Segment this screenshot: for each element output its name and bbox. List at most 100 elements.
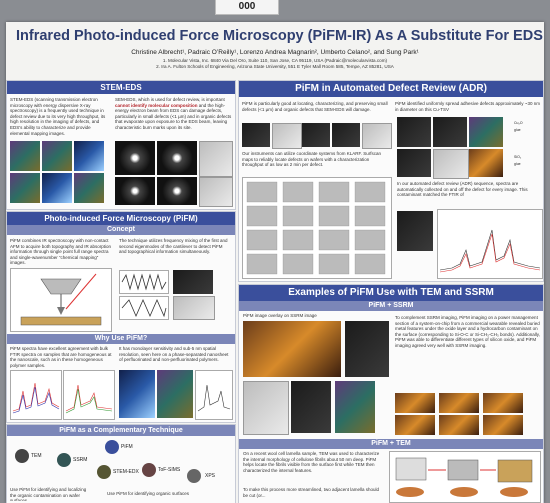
why-text-2: It has monolayer sensitivity and sub-5 n… — [119, 346, 229, 363]
eds-map-4 — [10, 173, 40, 203]
pifm-schematic — [10, 268, 112, 332]
tem-text-2: To make this process more streamlined, t… — [243, 487, 380, 498]
tof-sims-node-icon — [142, 463, 156, 477]
tof-sims-node-label: ToF-SIMS — [158, 467, 181, 473]
concept-header: Concept — [7, 225, 235, 235]
nanosheet-pifm-image — [157, 370, 193, 418]
stem-edx-node-icon — [97, 465, 111, 479]
ssrm-text: To complement SSRM imaging, PiFM imaging… — [395, 315, 540, 348]
adr-text-4: In our automated defect review (ADR) seq… — [397, 181, 528, 198]
pifm-node-icon — [105, 440, 119, 454]
xps-node-label: XPS — [205, 473, 216, 479]
adr-header: PiFM in Automated Defect Review (ADR) — [239, 81, 543, 97]
burn-mark-image-3 — [199, 141, 233, 177]
wafer-map-grid — [242, 177, 392, 279]
eds-map-6 — [74, 173, 104, 203]
eds-map-5 — [42, 173, 72, 203]
burn-mark-image-2 — [157, 141, 197, 175]
adr-defect-image-1 — [242, 123, 270, 147]
why-header: Why Use PiFM? — [7, 334, 235, 344]
pifm-wavenumber-image-2 — [439, 393, 479, 413]
poster-authors: Christine Albrecht¹, Padraic O’Reilly¹, … — [131, 49, 419, 56]
pifm-wavenumber-image-6 — [483, 415, 523, 435]
pifm-image — [173, 270, 213, 294]
adr-defect-image-2 — [272, 123, 302, 149]
pifm-header: Photo-induced Force Microscopy (PiFM) — [7, 212, 235, 225]
tem-text: On a recent wool cell lamella sample, TE… — [243, 451, 380, 473]
poster-title: Infrared Photo-induced Force Microscopy … — [16, 28, 543, 44]
cu-tsv-image-4 — [397, 149, 431, 177]
ssrm-caption: PiFM image overlay on SSRM image — [243, 313, 317, 318]
legend-cu2o: Cu₂O — [514, 121, 523, 125]
pifm-wavenumber-image-5 — [439, 415, 479, 435]
examples-header: Examples of PiFM Use with TEM and SSRM — [239, 285, 543, 301]
board-number-tag: 000 — [215, 0, 279, 15]
complementary-footer-left: Use PiFM for identifying and localizing … — [10, 487, 87, 501]
pifm-wavenumber-image-1 — [395, 393, 435, 413]
topography-image — [173, 296, 215, 320]
legend-glue-1: glue — [514, 128, 521, 132]
stem-eds-text-right-bold: cannot identify molecular composition — [115, 102, 198, 108]
concept-text: PiFM combines IR spectroscopy with non-c… — [10, 238, 112, 266]
pifm-panel: Photo-induced Force Microscopy (PiFM) Co… — [6, 211, 236, 423]
adr-spectrum-chart — [437, 209, 543, 279]
adr-defect-image-4 — [332, 123, 360, 147]
burn-mark-image-5 — [157, 177, 197, 205]
stem-edx-node-label: STEM-EDX — [113, 469, 139, 475]
affiliation-2: 2. Ira A. Fulton Schools of Engineering,… — [156, 64, 394, 69]
eds-map-2 — [42, 141, 72, 171]
stem-eds-text-right-post: and the high-energy electron beam from E… — [115, 102, 232, 130]
burn-mark-image-6 — [199, 177, 233, 207]
pifm-wavenumber-image-3 — [483, 393, 523, 413]
ftir-comparison-chart-1 — [10, 370, 62, 420]
pifm-wavenumber-image-4 — [395, 415, 435, 435]
ftir-comparison-chart-2 — [63, 370, 115, 420]
adr-text-1: PiFM is particularly good at locating, c… — [242, 101, 388, 112]
concept-text-2: The technique utilizes frequency mixing … — [119, 238, 228, 255]
complementary-panel: PiFM as a Complementary Technique TEM SS… — [6, 424, 236, 503]
cu-tsv-image-3 — [469, 117, 503, 147]
right-column: PiFM in Automated Defect Review (ADR) Pi… — [238, 80, 544, 503]
adr-panel: PiFM in Automated Defect Review (ADR) Pi… — [238, 80, 544, 282]
eigenmode-wave-2 — [119, 296, 169, 320]
nanosheet-image — [119, 370, 155, 418]
complementary-header: PiFM as a Complementary Technique — [7, 425, 235, 436]
eigenmode-wave-1 — [119, 270, 169, 294]
left-column: STEM-EDS STEM-EDS (scanning transmission… — [6, 80, 236, 503]
lamella-diagram — [389, 451, 541, 503]
ssrm-image — [345, 321, 389, 377]
tem-node-label: TEM — [31, 453, 42, 459]
ssrm-node-label: SSRM — [73, 457, 88, 463]
pifm-node-label: PiFM — [121, 444, 133, 450]
stem-eds-text-right: SEM-EDS, which is used for defect review… — [115, 97, 233, 137]
cu-tsv-image-1 — [397, 117, 431, 147]
ssrm-detail-image-1 — [243, 381, 289, 435]
complementary-footer-right: Use PiFM for identifying organic surface… — [107, 491, 190, 496]
adr-text-3: Our instruments can utilize coordinate s… — [242, 151, 382, 168]
ssrm-overlay-image — [243, 321, 341, 377]
affiliation-1: 1. Molecular Vista, Inc. 6840 Via Del Or… — [162, 58, 388, 63]
legend-glue-2: glue — [514, 162, 521, 166]
cu-tsv-image-6 — [469, 149, 503, 177]
poster-affiliations: 1. Molecular Vista, Inc. 6840 Via Del Or… — [16, 58, 534, 70]
poster: Infrared Photo-induced Force Microscopy … — [6, 22, 544, 503]
adr-spectra-image — [397, 211, 433, 251]
tem-header: PiFM + TEM — [239, 439, 543, 449]
tem-node-icon — [15, 449, 29, 463]
ssrm-detail-image-2 — [291, 381, 331, 433]
adr-defect-image-3 — [302, 123, 330, 147]
ssrm-node-icon — [57, 453, 71, 467]
adr-text-2: PiFM identified uniformly spread adhesiv… — [395, 101, 540, 112]
cu-tsv-image-2 — [433, 117, 467, 147]
examples-panel: Examples of PiFM Use with TEM and SSRM P… — [238, 284, 544, 503]
adr-defect-image-5 — [362, 123, 392, 149]
legend-sio2: SiO₂ — [514, 155, 522, 159]
eds-map-3 — [74, 141, 104, 171]
ssrm-detail-image-3 — [335, 381, 375, 433]
nanosheet-spectra — [195, 370, 233, 420]
ssrm-header: PiFM + SSRM — [239, 301, 543, 311]
burn-mark-image-1 — [115, 141, 155, 175]
cu-tsv-image-5 — [433, 149, 469, 179]
stem-eds-text-left: STEM-EDS (scanning transmission electron… — [10, 97, 106, 136]
why-text: PiFM spectra have excellent agreement wi… — [10, 346, 112, 368]
